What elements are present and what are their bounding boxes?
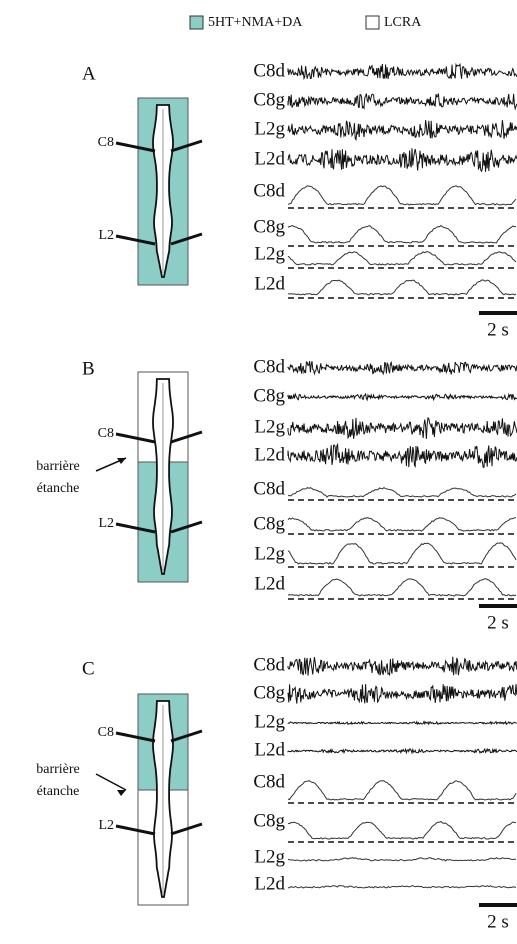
integrated-trace <box>288 280 516 295</box>
trace-label: L2g <box>254 846 285 867</box>
trace-label: C8d <box>253 771 285 792</box>
panel-label: B <box>82 358 95 379</box>
trace-label: L2d <box>254 739 285 760</box>
trace-label: L2d <box>254 873 285 894</box>
integrated-trace <box>288 186 516 205</box>
raw-trace <box>288 148 517 172</box>
integrated-trace <box>288 488 516 497</box>
legend-swatch <box>190 16 203 29</box>
trace-label: C8d <box>253 478 285 499</box>
raw-trace <box>288 657 517 676</box>
barrier-label: barrière <box>36 459 80 474</box>
trace-label: C8g <box>253 682 285 703</box>
legend-swatch <box>366 16 379 29</box>
trace-label: C8g <box>253 89 285 110</box>
integrated-trace <box>288 781 516 800</box>
trace-label: C8g <box>253 513 285 534</box>
trace-label: C8g <box>253 810 285 831</box>
raw-trace <box>288 684 517 703</box>
raw-trace <box>288 361 517 374</box>
integrated-trace <box>288 252 516 265</box>
legend-label: LCRA <box>384 15 422 30</box>
raw-trace <box>288 94 517 109</box>
segment-label: C8 <box>98 426 114 441</box>
figure: 5HT+NMA+DA LCRA A C8 L2 C8d C8g L2g L2d C8d C8g L2g… <box>0 0 517 944</box>
barrier-label: étanche <box>37 481 80 496</box>
trace-label: C8d <box>253 180 285 201</box>
trace-label: C8g <box>253 385 285 406</box>
trace-label: C8d <box>253 60 285 81</box>
raw-trace <box>288 418 517 439</box>
scale-label: 2 s <box>487 319 509 340</box>
trace-label: L2g <box>254 711 285 732</box>
integrated-trace <box>288 822 516 840</box>
barrier-arrow <box>96 774 126 790</box>
integrated-trace <box>288 226 516 244</box>
scale-label: 2 s <box>487 612 509 633</box>
barrier-label: barrière <box>36 762 80 777</box>
trace-label: L2g <box>254 543 285 564</box>
raw-trace <box>288 749 517 753</box>
raw-trace <box>288 394 517 400</box>
trace-label: C8d <box>253 654 285 675</box>
segment-label: C8 <box>98 725 114 740</box>
raw-trace <box>288 120 517 140</box>
raw-trace <box>288 64 517 79</box>
arrow-head <box>117 790 126 796</box>
scale-label: 2 s <box>487 911 509 932</box>
trace-label: L2d <box>254 573 285 594</box>
integrated-trace <box>288 543 516 564</box>
integrated-trace <box>288 886 516 888</box>
legend-label: 5HT+NMA+DA <box>208 15 303 30</box>
barrier-label: étanche <box>37 784 80 799</box>
trace-label: C8g <box>253 216 285 237</box>
trace-label: L2g <box>254 416 285 437</box>
segment-label: L2 <box>98 818 114 833</box>
trace-label: L2d <box>254 273 285 294</box>
segment-label: L2 <box>98 516 114 531</box>
integrated-trace <box>288 518 516 531</box>
integrated-trace <box>288 858 516 861</box>
integrated-trace <box>288 579 516 596</box>
trace-label: L2d <box>254 444 285 465</box>
trace-label: L2d <box>254 148 285 169</box>
panel-label: C <box>82 658 95 679</box>
trace-label: C8d <box>253 356 285 377</box>
trace-label: L2g <box>254 243 285 264</box>
raw-trace <box>288 722 517 725</box>
segment-label: C8 <box>98 135 114 150</box>
raw-trace <box>288 445 517 468</box>
panel-label: A <box>82 63 96 84</box>
trace-label: L2g <box>254 118 285 139</box>
segment-label: L2 <box>98 228 114 243</box>
